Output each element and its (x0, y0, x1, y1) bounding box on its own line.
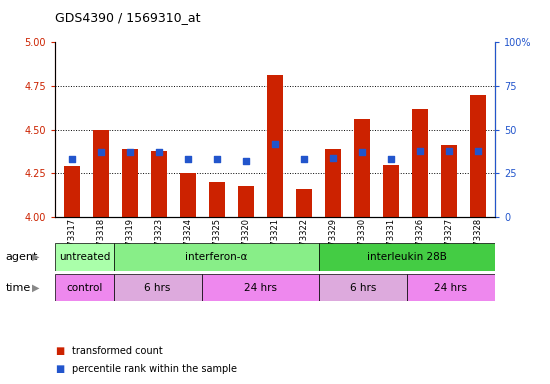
Bar (55, 274, 114, 301)
Bar (319, 274, 407, 301)
Bar (296, 189, 312, 217)
Bar (441, 145, 456, 217)
Text: ▶: ▶ (32, 283, 40, 293)
Text: 24 hrs: 24 hrs (244, 283, 277, 293)
Point (126, 149, 135, 156)
Point (213, 156, 222, 162)
Text: untreated: untreated (59, 252, 110, 262)
Bar (202, 274, 319, 301)
Bar (238, 185, 254, 217)
Text: time: time (6, 283, 31, 293)
Bar (470, 95, 486, 217)
Text: interleukin 28B: interleukin 28B (367, 252, 447, 262)
Bar (114, 243, 319, 271)
Bar (180, 173, 196, 217)
Point (300, 156, 309, 162)
Point (184, 156, 192, 162)
Bar (325, 149, 341, 217)
Bar (151, 151, 167, 217)
Bar (122, 149, 138, 217)
Text: 6 hrs: 6 hrs (145, 283, 171, 293)
Point (241, 158, 250, 164)
Text: transformed count: transformed count (72, 346, 162, 356)
Text: 24 hrs: 24 hrs (434, 283, 468, 293)
Text: ▶: ▶ (32, 252, 40, 262)
Text: ■: ■ (55, 364, 64, 374)
Point (155, 149, 163, 156)
Bar (64, 166, 80, 217)
Point (387, 156, 395, 162)
Point (271, 141, 279, 147)
Text: interferon-α: interferon-α (185, 252, 248, 262)
Text: percentile rank within the sample: percentile rank within the sample (72, 364, 236, 374)
Point (358, 149, 366, 156)
Bar (407, 274, 495, 301)
Point (415, 147, 424, 154)
Point (444, 147, 453, 154)
Text: control: control (66, 283, 102, 293)
Bar (209, 182, 225, 217)
Bar (267, 75, 283, 217)
Bar (383, 165, 399, 217)
Text: agent: agent (6, 252, 38, 262)
Bar (94, 130, 109, 217)
Point (328, 154, 337, 161)
Point (97, 149, 106, 156)
Text: ■: ■ (55, 346, 64, 356)
Bar (412, 109, 428, 217)
Point (68, 156, 77, 162)
Point (473, 147, 482, 154)
Bar (114, 274, 202, 301)
Bar (319, 243, 495, 271)
Text: GDS4390 / 1569310_at: GDS4390 / 1569310_at (55, 12, 201, 25)
Bar (354, 119, 370, 217)
Bar (55, 243, 114, 271)
Text: 6 hrs: 6 hrs (350, 283, 376, 293)
